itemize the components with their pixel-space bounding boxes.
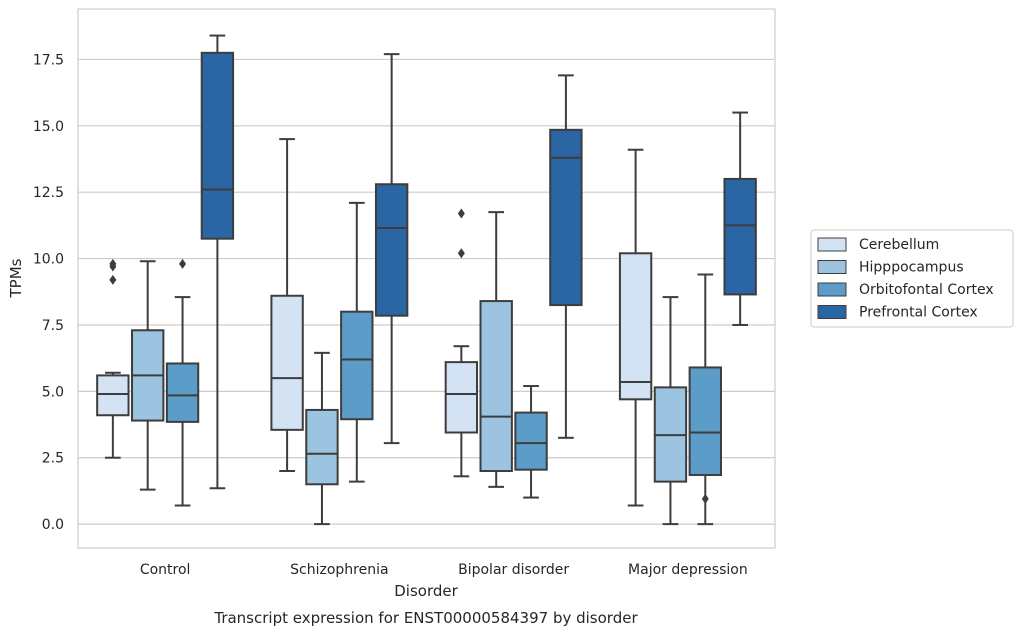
- box-mark: [270, 138, 304, 472]
- box-body: [96, 374, 130, 417]
- series-group: [131, 211, 688, 526]
- box-mark: [200, 34, 235, 490]
- y-tick-label: 10.0: [33, 252, 64, 268]
- x-tick-labels: Control Schizophrenia Bipolar disorder Majo…: [140, 562, 748, 578]
- box-body: [479, 300, 513, 472]
- box-mark: [374, 53, 409, 445]
- legend-frame: [810, 229, 1014, 328]
- box-body: [270, 294, 304, 431]
- x-tick-label: Control: [140, 562, 191, 578]
- legend-label: Prefrontal Cortex: [859, 305, 978, 321]
- legend-label: Orbitofontal Cortex: [859, 282, 994, 298]
- legend-swatch: [817, 260, 847, 274]
- outlier-point: [701, 493, 709, 504]
- plot-frame: [77, 8, 776, 549]
- box-mark: [549, 74, 583, 439]
- y-axis-label: TPMs: [7, 258, 25, 298]
- legend-items: Cerebellum Hipppocampus Orbitofontal Corte…: [817, 237, 994, 321]
- outlier-point: [109, 258, 117, 269]
- box-body: [165, 362, 200, 423]
- outlier-point: [457, 208, 465, 219]
- box-mark: [688, 273, 722, 526]
- series-group: [200, 34, 757, 490]
- box-mark: [723, 111, 757, 326]
- x-tick-label: Schizophrenia: [290, 562, 388, 578]
- series-group: [96, 138, 653, 507]
- box-mark: [618, 148, 653, 507]
- x-tick-label: Major depression: [628, 562, 748, 578]
- box-mark: [514, 385, 548, 499]
- box-mark: [305, 351, 339, 526]
- y-tick-label: 0.0: [42, 517, 64, 533]
- y-tick-label: 5.0: [42, 384, 64, 400]
- legend-swatch: [817, 237, 847, 252]
- chart-caption: Transcript expression for ENST0000058439…: [213, 609, 638, 627]
- x-tick-label: Bipolar disorder: [458, 562, 569, 578]
- y-tick-label: 2.5: [42, 451, 64, 467]
- box-body: [305, 408, 339, 486]
- box-mark: [653, 296, 688, 526]
- y-tick-labels: 0.0 2.5 5.0 7.5 10.0 12.5 15.0 17.5: [33, 52, 64, 533]
- y-tick-label: 17.5: [33, 52, 64, 68]
- y-tick-label: 15.0: [33, 119, 64, 135]
- legend: Cerebellum Hipppocampus Orbitofontal Corte…: [810, 229, 1014, 328]
- box-body: [200, 51, 235, 240]
- box-mark: [96, 258, 130, 459]
- box-series: [96, 34, 757, 526]
- series-group: [165, 201, 722, 526]
- box-mark: [340, 201, 374, 483]
- box-body: [374, 183, 409, 317]
- outlier-point: [179, 258, 187, 269]
- legend-label: Hipppocampus: [859, 260, 964, 276]
- y-tick-label: 12.5: [33, 185, 64, 201]
- outlier-point: [457, 248, 465, 259]
- box-body: [723, 177, 757, 296]
- box-mark: [131, 260, 165, 491]
- legend-swatch: [817, 282, 847, 297]
- box-mark: [165, 258, 200, 507]
- box-body: [340, 310, 374, 421]
- box-body: [618, 252, 653, 401]
- y-tick-label: 7.5: [42, 318, 64, 334]
- box-body: [444, 361, 479, 434]
- legend-swatch: [817, 305, 847, 319]
- box-body: [514, 411, 548, 471]
- box-mark: [444, 208, 479, 478]
- box-mark: [479, 211, 513, 488]
- box-body: [688, 366, 722, 476]
- legend-label: Cerebellum: [859, 237, 939, 253]
- outlier-point: [109, 274, 117, 285]
- box-body: [549, 128, 583, 307]
- x-axis-label: Disorder: [394, 582, 458, 600]
